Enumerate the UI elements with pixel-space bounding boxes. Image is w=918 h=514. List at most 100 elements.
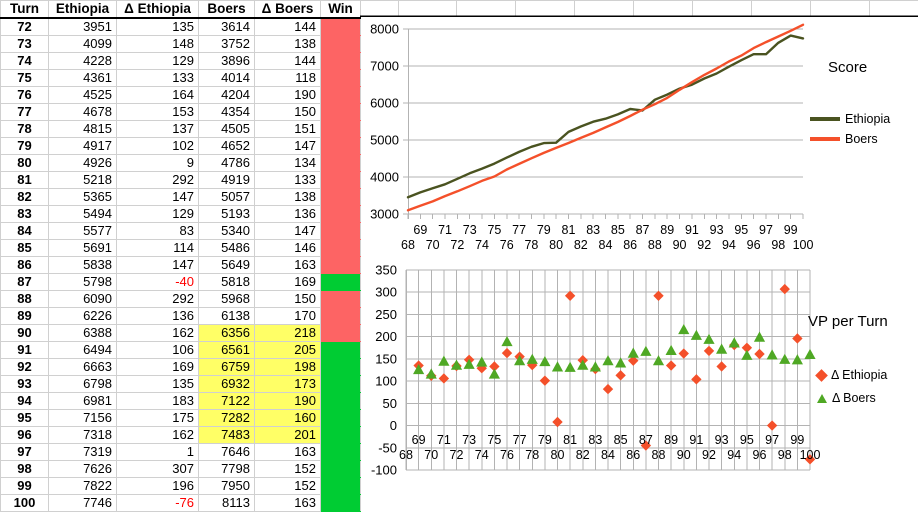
cell-ethiopia[interactable]: 7156 [48,409,117,427]
cell-win-indicator[interactable] [320,443,361,461]
cell-delta-ethiopia[interactable]: 135 [116,375,199,393]
cell-boers[interactable]: 5057 [198,188,255,206]
table-row[interactable]: 84 5577 83 5340 147 [0,222,361,240]
cell-ethiopia[interactable]: 5494 [48,205,117,223]
cell-boers[interactable]: 7646 [198,443,255,461]
cell-delta-ethiopia[interactable]: 307 [116,460,199,478]
cell-win-indicator[interactable] [320,137,361,155]
cell-boers[interactable]: 6138 [198,307,255,325]
cell-delta-boers[interactable]: 201 [254,426,321,444]
cell-delta-boers[interactable]: 152 [254,477,321,495]
cell-win-indicator[interactable] [320,35,361,53]
cell-turn[interactable]: 82 [0,188,49,206]
cell-delta-boers[interactable]: 134 [254,154,321,172]
cell-win-indicator[interactable] [320,17,361,36]
cell-boers[interactable]: 4786 [198,154,255,172]
cell-win-indicator[interactable] [320,290,361,308]
cell-delta-ethiopia[interactable]: 147 [116,188,199,206]
cell-delta-ethiopia[interactable]: 114 [116,239,199,257]
column-header-ethiopia[interactable]: Ethiopia [48,0,117,19]
table-row[interactable]: 90 6388 162 6356 218 [0,324,361,342]
cell-boers[interactable]: 3896 [198,52,255,70]
legend-item-boers[interactable]: Boers [810,132,878,146]
cell-delta-ethiopia[interactable]: 133 [116,69,199,87]
cell-delta-ethiopia[interactable]: 196 [116,477,199,495]
cell-delta-boers[interactable]: 169 [254,273,321,291]
table-row[interactable]: 98 7626 307 7798 152 [0,460,361,478]
table-row[interactable]: 82 5365 147 5057 138 [0,188,361,206]
cell-turn[interactable]: 86 [0,256,49,274]
cell-delta-boers[interactable]: 146 [254,239,321,257]
cell-turn[interactable]: 95 [0,409,49,427]
cell-win-indicator[interactable] [320,171,361,189]
table-row[interactable]: 77 4678 153 4354 150 [0,103,361,121]
cell-delta-boers[interactable]: 160 [254,409,321,427]
cell-delta-boers[interactable]: 163 [254,443,321,461]
cell-delta-boers[interactable]: 118 [254,69,321,87]
cell-ethiopia[interactable]: 5218 [48,171,117,189]
column-header-delta-ethiopia[interactable]: Δ Ethiopia [116,0,199,19]
table-row[interactable]: 97 7319 1 7646 163 [0,443,361,461]
cell-delta-ethiopia[interactable]: 169 [116,358,199,376]
cell-delta-boers[interactable]: 136 [254,205,321,223]
cell-delta-boers[interactable]: 198 [254,358,321,376]
cell-boers[interactable]: 5486 [198,239,255,257]
cell-delta-boers[interactable]: 173 [254,375,321,393]
cell-delta-boers[interactable]: 133 [254,171,321,189]
table-row[interactable]: 91 6494 106 6561 205 [0,341,361,359]
cell-win-indicator[interactable] [320,273,361,291]
cell-delta-boers[interactable]: 138 [254,188,321,206]
cell-win-indicator[interactable] [320,426,361,444]
cell-boers[interactable]: 6356 [198,324,255,342]
cell-delta-ethiopia[interactable]: 162 [116,426,199,444]
cell-ethiopia[interactable]: 4099 [48,35,117,53]
cell-ethiopia[interactable]: 5798 [48,273,117,291]
cell-win-indicator[interactable] [320,409,361,427]
column-header-delta-boers[interactable]: Δ Boers [254,0,321,19]
cell-win-indicator[interactable] [320,324,361,342]
cell-ethiopia[interactable]: 6663 [48,358,117,376]
cell-turn[interactable]: 77 [0,103,49,121]
cell-turn[interactable]: 73 [0,35,49,53]
cell-delta-ethiopia[interactable]: 106 [116,341,199,359]
cell-boers[interactable]: 7798 [198,460,255,478]
table-row[interactable]: 96 7318 162 7483 201 [0,426,361,444]
cell-delta-boers[interactable]: 150 [254,290,321,308]
cell-ethiopia[interactable]: 4917 [48,137,117,155]
cell-delta-ethiopia[interactable]: 153 [116,103,199,121]
cell-ethiopia[interactable]: 6494 [48,341,117,359]
cell-turn[interactable]: 99 [0,477,49,495]
cell-delta-boers[interactable]: 163 [254,494,321,512]
legend-item-delta-ethiopia[interactable]: Δ Ethiopia [815,368,887,382]
cell-delta-ethiopia[interactable]: -76 [116,494,199,512]
cell-ethiopia[interactable]: 6981 [48,392,117,410]
table-row[interactable]: 87 5798 -40 5818 169 [0,273,361,291]
cell-ethiopia[interactable]: 6388 [48,324,117,342]
cell-boers[interactable]: 4014 [198,69,255,87]
cell-turn[interactable]: 83 [0,205,49,223]
cell-delta-ethiopia[interactable]: 292 [116,171,199,189]
cell-win-indicator[interactable] [320,375,361,393]
cell-ethiopia[interactable]: 4228 [48,52,117,70]
cell-ethiopia[interactable]: 7319 [48,443,117,461]
table-row[interactable]: 92 6663 169 6759 198 [0,358,361,376]
cell-boers[interactable]: 3614 [198,17,255,36]
cell-ethiopia[interactable]: 4815 [48,120,117,138]
legend-item-ethiopia[interactable]: Ethiopia [810,112,890,126]
cell-boers[interactable]: 5193 [198,205,255,223]
cell-ethiopia[interactable]: 5577 [48,222,117,240]
cell-ethiopia[interactable]: 5365 [48,188,117,206]
cell-ethiopia[interactable]: 3951 [48,17,117,36]
table-row[interactable]: 81 5218 292 4919 133 [0,171,361,189]
table-row[interactable]: 73 4099 148 3752 138 [0,35,361,53]
cell-win-indicator[interactable] [320,460,361,478]
cell-delta-ethiopia[interactable]: 162 [116,324,199,342]
cell-delta-boers[interactable]: 152 [254,460,321,478]
cell-boers[interactable]: 6932 [198,375,255,393]
cell-turn[interactable]: 72 [0,17,49,36]
table-row[interactable]: 83 5494 129 5193 136 [0,205,361,223]
table-row[interactable]: 76 4525 164 4204 190 [0,86,361,104]
cell-turn[interactable]: 87 [0,273,49,291]
cell-win-indicator[interactable] [320,222,361,240]
cell-turn[interactable]: 90 [0,324,49,342]
